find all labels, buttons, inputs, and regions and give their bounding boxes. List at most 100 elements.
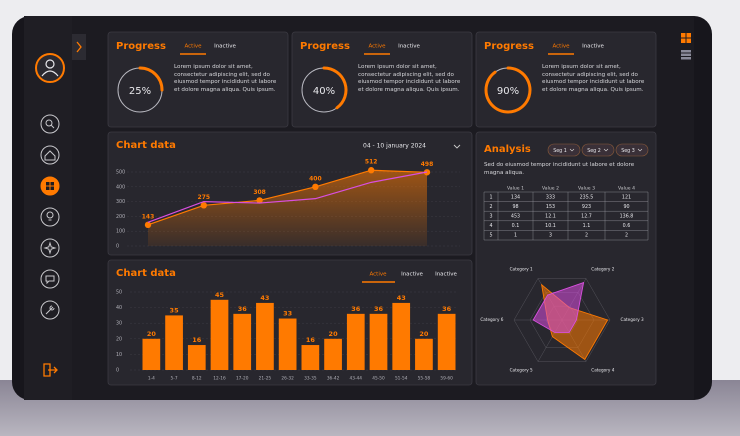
y-tick-label: 50 [116, 290, 122, 296]
radar-category: Category 4 [591, 368, 614, 373]
point [368, 167, 375, 174]
table-header: Value 1 [507, 186, 524, 192]
bar [233, 313, 252, 370]
grid-cell [681, 38, 686, 43]
progress-text: Lorem ipsum dolor sit amet, consectetur … [542, 64, 645, 93]
line-chart-title: Chart data [116, 140, 176, 151]
avatar-body [41, 70, 59, 77]
point [144, 221, 152, 229]
point [256, 197, 263, 204]
nav-ideas[interactable] [40, 207, 60, 227]
x-tick-label: 59-60 [440, 376, 453, 382]
progress-arc [322, 66, 348, 110]
value-label: 16 [306, 336, 316, 344]
sidebar-toggle[interactable] [72, 34, 86, 60]
radar-category: Category 5 [510, 368, 533, 373]
x-tick-label: 45-50 [372, 376, 385, 382]
y-tick-label: 10 [116, 352, 122, 358]
x-tick-label: 21-25 [259, 376, 272, 382]
value-label: 498 [421, 161, 434, 168]
tab[interactable]: Inactive [214, 44, 236, 50]
progress-card [107, 31, 289, 128]
nav-chat[interactable] [40, 269, 60, 289]
tab[interactable]: Inactive [401, 272, 423, 278]
segment-chevron [569, 148, 575, 152]
value-label: 20 [147, 330, 157, 338]
table-cell: 10.1 [545, 223, 556, 229]
nav-search[interactable] [40, 114, 60, 134]
list-row [681, 57, 691, 60]
list-row [681, 50, 691, 53]
y-tick-label: 40 [116, 305, 122, 311]
x-tick-label: 17-20 [236, 376, 249, 382]
progress-text: Lorem ipsum dolor sit amet, consectetur … [174, 64, 277, 93]
progress-card [475, 31, 657, 128]
grid-cell [686, 33, 691, 38]
segment-pill[interactable] [615, 143, 649, 157]
segment-pill[interactable] [581, 143, 615, 157]
area [148, 170, 427, 246]
value-label: 43 [260, 294, 269, 302]
card-title: Progress [116, 41, 166, 52]
y-tick-label: 30 [116, 321, 122, 327]
table-header: Value 3 [578, 186, 595, 192]
segment-label: Seg 3 [621, 148, 635, 154]
segment-chevron [637, 148, 643, 152]
tab[interactable]: Inactive [435, 272, 457, 278]
nav-settings[interactable] [40, 300, 60, 320]
value-label: 16 [192, 336, 202, 344]
progress-arc [138, 66, 164, 92]
table-cell: 1 [514, 233, 517, 239]
y-tick-label: 0 [116, 244, 119, 250]
nav-magic[interactable] [40, 238, 60, 258]
x-tick-label: 12-16 [213, 376, 226, 382]
table-cell: 923 [582, 204, 591, 210]
x-tick-label: 1-4 [148, 376, 155, 382]
nav-home[interactable] [40, 145, 60, 165]
table-cell: 333 [546, 194, 555, 200]
point [312, 183, 319, 190]
tab[interactable]: Active [369, 272, 387, 278]
table-cell: 3 [549, 233, 552, 239]
tab[interactable]: Inactive [582, 44, 604, 50]
card-title: Progress [300, 41, 350, 52]
view-grid-icon[interactable] [681, 33, 691, 43]
value-label: 36 [442, 305, 452, 313]
tab[interactable]: Active [368, 44, 386, 50]
search-glyph [45, 119, 53, 127]
tab[interactable]: Active [552, 44, 570, 50]
value-label: 143 [142, 213, 155, 220]
bar [346, 313, 365, 370]
segment-pill[interactable] [547, 143, 581, 157]
tool-glyph [45, 305, 55, 315]
x-tick-label: 36-42 [327, 376, 340, 382]
nav-logout[interactable] [43, 363, 58, 377]
analysis-text: Sed do eiusmod tempor incididunt ut labo… [484, 162, 635, 176]
table-cell: 1.1 [583, 223, 591, 229]
y-tick-label: 20 [116, 336, 122, 342]
value-label: 36 [238, 305, 248, 313]
analysis-title: Analysis [484, 144, 531, 155]
progress-label: 25% [129, 86, 151, 97]
nav-dashboard[interactable] [40, 176, 60, 196]
y-tick-label: 0 [116, 368, 119, 374]
date-range[interactable]: 04 - 10 january 2024 [363, 143, 426, 150]
table-cell: 134 [511, 194, 520, 200]
value-label: 33 [283, 310, 292, 318]
grid-cell [681, 33, 686, 38]
tab[interactable]: Active [184, 44, 202, 50]
table-cell: 5 [489, 233, 492, 239]
view-list-icon[interactable] [681, 50, 691, 60]
y-tick-label: 100 [116, 229, 125, 235]
analysis-card [475, 131, 657, 386]
progress-label: 40% [313, 86, 335, 97]
progress-arc [484, 66, 532, 114]
grid-cell [686, 38, 691, 43]
progress-card [291, 31, 473, 128]
value-label: 35 [170, 306, 180, 314]
progress-text: Lorem ipsum dolor sit amet, consectetur … [358, 64, 461, 93]
value-label: 20 [329, 330, 339, 338]
tab[interactable]: Inactive [398, 44, 420, 50]
table-cell: 98 [512, 204, 518, 210]
